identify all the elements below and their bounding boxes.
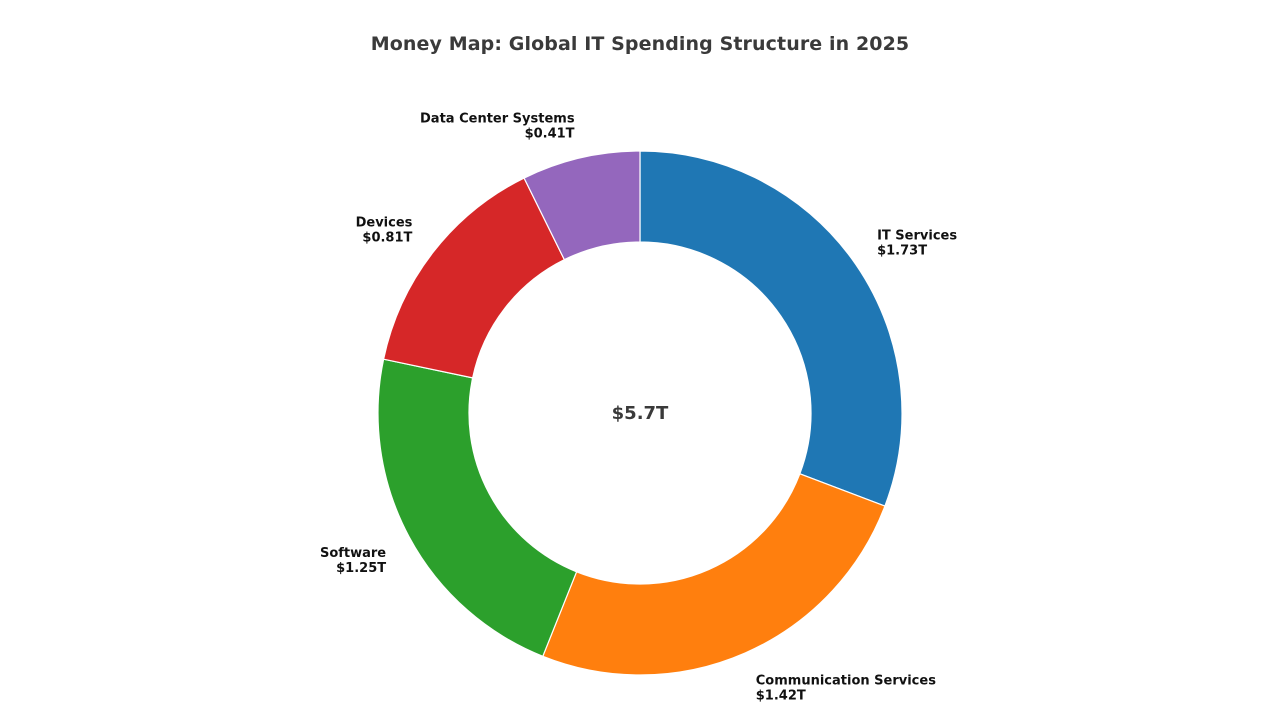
slice-label-communication-services: Communication Services $1.42T [756,674,936,704]
slice-label-devices: Devices $0.81T [356,216,413,246]
chart-title: Money Map: Global IT Spending Structure … [370,33,910,55]
slice-label-data-center-systems: Data Center Systems $0.41T [420,112,575,142]
slice-devices [382,177,566,379]
slice-label-it-services: IT Services $1.73T [877,228,957,258]
slice-data-center-systems [523,150,641,261]
center-total-label: $5.7T [612,403,669,424]
donut-slices [377,150,903,676]
slice-communication-services [542,473,886,676]
slice-labels: IT Services $1.73T Communication Services $… [320,112,957,704]
slice-software [377,358,578,658]
slice-it-services [639,150,903,507]
slice-label-software: Software $1.25T [320,546,386,576]
